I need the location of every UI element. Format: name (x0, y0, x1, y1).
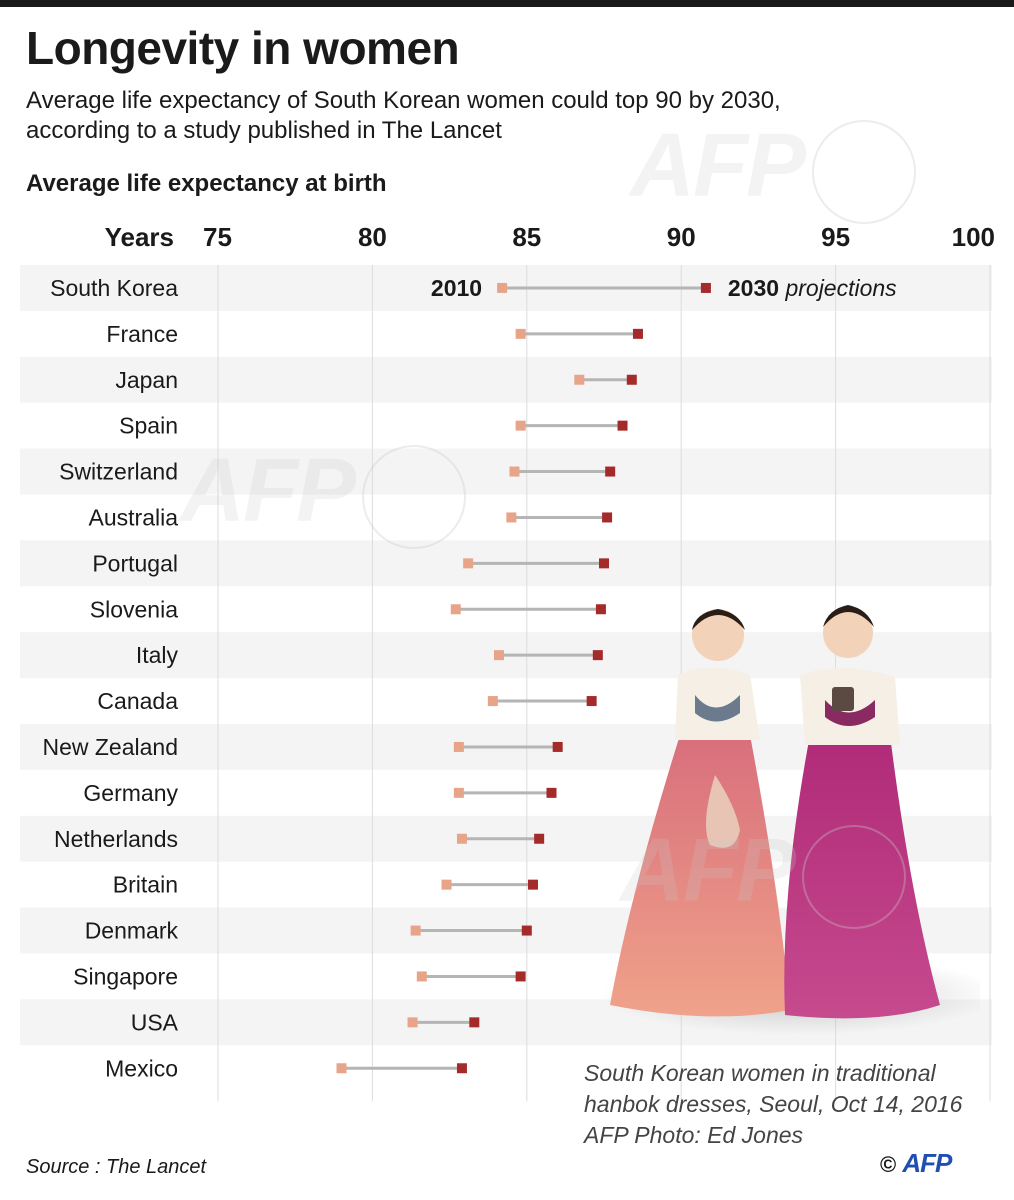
tick-label: 90 (667, 222, 696, 252)
tick-label: 75 (203, 222, 232, 252)
point-2010 (456, 833, 467, 844)
point-2030 (469, 1017, 480, 1028)
point-2030 (515, 971, 526, 982)
tick-label: 95 (821, 222, 850, 252)
subtitle-line-2: according to a study published in The La… (26, 117, 502, 144)
country-label: Italy (136, 642, 179, 668)
country-label: Canada (97, 688, 178, 714)
point-2030 (521, 925, 532, 936)
legend-2030: 2030 projections (728, 275, 897, 301)
afp-credit: © AFP (880, 1148, 952, 1179)
point-2030 (700, 282, 711, 293)
point-2010 (515, 328, 526, 339)
point-2010 (509, 466, 520, 477)
hanbok-photo (600, 605, 980, 1035)
point-2030 (595, 604, 606, 615)
point-2010 (336, 1063, 347, 1074)
country-label: Spain (119, 413, 178, 439)
point-2010 (450, 604, 461, 615)
caption-line-1: South Korean women in traditional (584, 1060, 936, 1086)
legend-2010: 2010 (431, 275, 482, 301)
point-2030 (599, 558, 609, 569)
country-label: New Zealand (42, 734, 178, 760)
afp-logo: AFP (902, 1148, 952, 1178)
point-2030 (456, 1063, 467, 1074)
point-2010 (453, 787, 464, 798)
page-title: Longevity in women (26, 22, 460, 74)
copyright-symbol: © (880, 1152, 897, 1177)
photo-caption: South Korean women in traditional hanbok… (584, 1058, 962, 1151)
point-2030 (527, 879, 538, 890)
point-2010 (407, 1017, 418, 1028)
subtitle-line-1: Average life expectancy of South Korean … (26, 87, 781, 114)
point-2010 (453, 741, 464, 752)
point-2010 (494, 650, 505, 661)
country-label: Germany (83, 780, 178, 806)
top-bar (0, 0, 1014, 7)
tick-label: 100 (952, 222, 995, 252)
row-stripe (20, 448, 992, 495)
country-label: South Korea (50, 275, 178, 301)
point-2030 (546, 787, 557, 798)
tick-label: 85 (512, 222, 541, 252)
row-stripe (20, 356, 992, 403)
point-2030 (552, 741, 563, 752)
point-2030 (626, 374, 637, 385)
tick-label: 80 (358, 222, 387, 252)
country-label: Singapore (73, 963, 178, 989)
country-label: Japan (115, 367, 178, 393)
point-2010 (410, 925, 421, 936)
point-2030 (617, 420, 628, 431)
source-note: Source : The Lancet (26, 1156, 207, 1178)
chart-title: Average life expectancy at birth (26, 170, 387, 197)
point-2030 (602, 512, 613, 523)
point-2030 (605, 466, 616, 477)
point-2010 (574, 374, 585, 385)
point-2010 (463, 558, 474, 569)
point-2010 (497, 282, 508, 293)
country-label: Denmark (85, 918, 179, 944)
country-label: Netherlands (54, 826, 178, 852)
country-label: Slovenia (90, 596, 178, 622)
point-2030 (632, 328, 643, 339)
point-2030 (586, 696, 597, 707)
country-label: France (106, 321, 178, 347)
subtitle: Average life expectancy of South Korean … (26, 86, 886, 146)
point-2010 (441, 879, 452, 890)
point-2030 (534, 833, 545, 844)
caption-line-2: hanbok dresses, Seoul, Oct 14, 2016 (584, 1091, 963, 1117)
point-2010 (515, 420, 526, 431)
country-label: USA (131, 1009, 179, 1035)
country-label: Mexico (105, 1055, 178, 1081)
axis-label: Years (105, 222, 174, 252)
point-2010 (487, 696, 498, 707)
point-2010 (506, 512, 517, 523)
country-label: Portugal (92, 550, 178, 576)
country-label: Australia (89, 504, 179, 530)
point-2030 (592, 650, 603, 661)
country-label: Switzerland (59, 459, 178, 485)
country-label: Britain (113, 872, 178, 898)
point-2010 (416, 971, 427, 982)
caption-line-3: AFP Photo: Ed Jones (584, 1122, 804, 1148)
